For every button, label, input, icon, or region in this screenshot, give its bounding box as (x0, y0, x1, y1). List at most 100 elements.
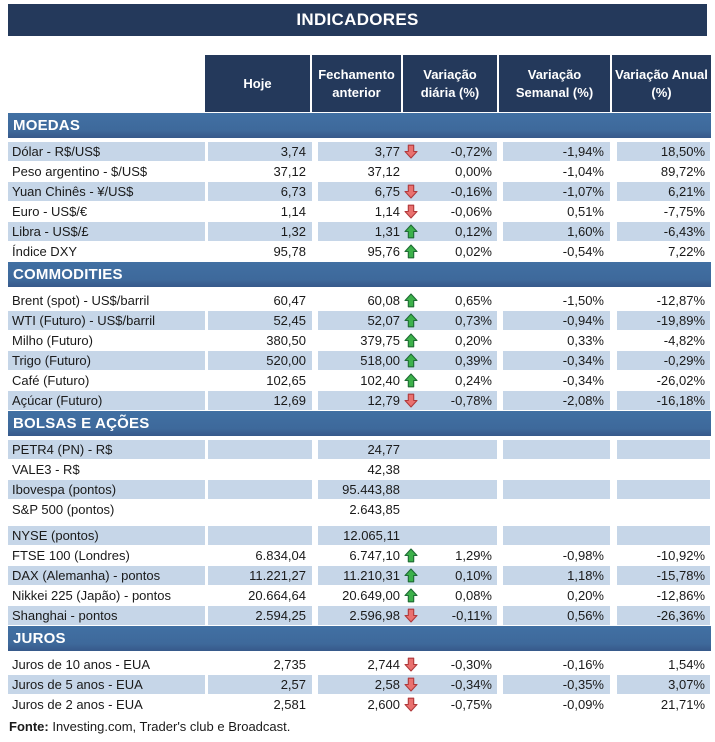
cell-variacao-semanal: -0,98% (562, 548, 604, 563)
table-row: Juros de 10 anos - EUA 2,735 2,744 -0,30% -0… (8, 655, 710, 674)
cell-variacao-semanal (503, 460, 610, 479)
cell-fechamento-variacao-diaria: 42,38 (318, 460, 497, 479)
source-note: Fonte: Investing.com, Trader's club e Br… (9, 719, 715, 734)
cell-variacao-semanal: -1,04% (562, 164, 604, 179)
cell-variacao-diaria: -0,78% (450, 393, 492, 408)
cell-fechamento-variacao-diaria: 2,744 -0,30% (318, 655, 497, 674)
cell-fechamento-anterior: 95.443,88 (342, 482, 400, 497)
column-header-fechamento: Fechamento anterior (310, 55, 401, 112)
cell-fechamento-variacao-diaria: 52,07 0,73% (318, 311, 497, 330)
cell-hoje: 1,14 (280, 204, 306, 219)
cell-variacao-diaria: 0,20% (455, 333, 492, 348)
cell-hoje: 95,78 (273, 244, 306, 259)
cell-variacao-anual: -0,29% (617, 351, 710, 370)
source-label: Fonte: (9, 719, 49, 734)
row-label: Juros de 2 anos - EUA (12, 697, 143, 712)
cell-variacao-anual: -16,18% (617, 391, 710, 410)
cell-fechamento-anterior: 6.747,10 (349, 548, 400, 563)
cell-hoje: 2,57 (208, 675, 312, 694)
cell-variacao-diaria: 0,00% (455, 164, 492, 179)
arrow-down-icon (400, 204, 422, 219)
cell-hoje: 12,69 (208, 391, 312, 410)
cell-variacao-anual: -26,02% (656, 373, 705, 388)
cell-variacao-semanal: -0,16% (562, 657, 604, 672)
arrow-up-icon (400, 333, 422, 348)
cell-variacao-semanal: -1,94% (503, 142, 610, 161)
cell-fechamento-variacao-diaria: 518,00 0,39% (318, 351, 497, 370)
cell-variacao-anual (617, 440, 710, 459)
cell-fechamento-anterior: 518,00 (360, 353, 400, 368)
cell-hoje: 20.664,64 (248, 588, 306, 603)
cell-hoje (208, 526, 312, 545)
cell-hoje (208, 440, 312, 459)
table-row: Juros de 5 anos - EUA 2,57 2,58 -0,34% -0,35… (8, 675, 710, 694)
cell-variacao-diaria: 0,73% (455, 313, 492, 328)
arrow-up-icon (400, 224, 422, 239)
cell-fechamento-anterior: 2,744 (367, 657, 400, 672)
cell-hoje (208, 480, 312, 499)
row-label: Peso argentino - $/US$ (12, 164, 148, 179)
cell-fechamento-anterior: 3,77 (374, 144, 400, 159)
cell-variacao-diaria: 0,02% (455, 244, 492, 259)
cell-fechamento-variacao-diaria: 3,77 -0,72% (318, 142, 497, 161)
row-label: Yuan Chinês - ¥/US$ (8, 182, 205, 201)
cell-variacao-diaria: -0,30% (450, 657, 492, 672)
arrow-up-icon (400, 313, 422, 328)
cell-fechamento-variacao-diaria: 2,58 -0,34% (318, 675, 497, 694)
cell-variacao-anual: 18,50% (617, 142, 710, 161)
cell-fechamento-variacao-diaria: 379,75 0,20% (318, 331, 497, 350)
table-row: Açúcar (Futuro) 12,69 12,79 -0,78% -2,08% -16… (8, 391, 710, 410)
table-row: Libra - US$/£ 1,32 1,31 0,12% 1,60% -6,43% (8, 222, 710, 241)
cell-hoje: 6.834,04 (255, 548, 306, 563)
cell-fechamento-anterior: 11.210,31 (343, 568, 400, 583)
cell-variacao-diaria: 0,24% (455, 373, 492, 388)
cell-variacao-diaria: 0,65% (455, 293, 492, 308)
cell-fechamento-anterior: 1,14 (374, 204, 400, 219)
cell-fechamento-anterior: 52,07 (367, 313, 400, 328)
cell-hoje: 11.221,27 (208, 566, 312, 585)
cell-fechamento-anterior: 24,77 (367, 442, 400, 457)
cell-variacao-diaria: 0,10% (455, 568, 492, 583)
cell-hoje: 37,12 (273, 164, 306, 179)
cell-variacao-semanal: -1,50% (562, 293, 604, 308)
cell-fechamento-anterior: 42,38 (367, 462, 400, 477)
cell-hoje: 52,45 (208, 311, 312, 330)
row-label: NYSE (pontos) (8, 526, 205, 545)
table-row: Yuan Chinês - ¥/US$ 6,73 6,75 -0,16% -1,07% 6… (8, 182, 710, 201)
cell-variacao-diaria: -0,16% (450, 184, 492, 199)
cell-fechamento-anterior: 2.643,85 (349, 502, 400, 517)
cell-fechamento-variacao-diaria: 6,75 -0,16% (318, 182, 497, 201)
cell-variacao-anual (617, 500, 710, 519)
row-label: Juros de 5 anos - EUA (8, 675, 205, 694)
cell-variacao-diaria: 0,12% (455, 224, 492, 239)
cell-variacao-diaria: -0,11% (451, 608, 492, 623)
cell-fechamento-anterior: 37,12 (367, 164, 400, 179)
row-label: Euro - US$/€ (12, 204, 88, 219)
cell-variacao-anual (617, 460, 710, 479)
table-row: DAX (Alemanha) - pontos 11.221,27 11.210,3… (8, 566, 710, 585)
cell-variacao-semanal: 0,56% (503, 606, 610, 625)
column-header-var-anual: Variação Anual (%) (610, 55, 711, 112)
row-label: Índice DXY (12, 244, 78, 259)
row-label: FTSE 100 (Londres) (12, 548, 130, 563)
cell-fechamento-variacao-diaria: 60,08 0,65% (318, 291, 497, 310)
row-label: Ibovespa (pontos) (8, 480, 205, 499)
arrow-up-icon (400, 353, 422, 368)
cell-variacao-semanal (503, 526, 610, 545)
table-row: Milho (Futuro) 380,50 379,75 0,20% 0,33% -4,8… (8, 331, 710, 350)
table-row: WTI (Futuro) - US$/barril 52,45 52,07 0,73%… (8, 311, 710, 330)
cell-variacao-semanal: 0,51% (567, 204, 604, 219)
cell-fechamento-variacao-diaria: 24,77 (318, 440, 497, 459)
cell-variacao-anual: -10,92% (656, 548, 705, 563)
column-header-hoje: Hoje (205, 55, 310, 112)
table-row: Café (Futuro) 102,65 102,40 0,24% -0,34% -26,… (8, 371, 710, 390)
cell-fechamento-anterior: 379,75 (360, 333, 400, 348)
table-row: Trigo (Futuro) 520,00 518,00 0,39% -0,34% -0,… (8, 351, 710, 370)
cell-fechamento-variacao-diaria: 2,600 -0,75% (318, 695, 497, 714)
cell-variacao-anual: -7,75% (663, 204, 705, 219)
cell-hoje: 1,32 (208, 222, 312, 241)
cell-variacao-semanal: -0,34% (562, 373, 604, 388)
arrow-down-icon (400, 184, 422, 199)
cell-hoje: 520,00 (208, 351, 312, 370)
cell-fechamento-variacao-diaria: 20.649,00 0,08% (318, 586, 497, 605)
